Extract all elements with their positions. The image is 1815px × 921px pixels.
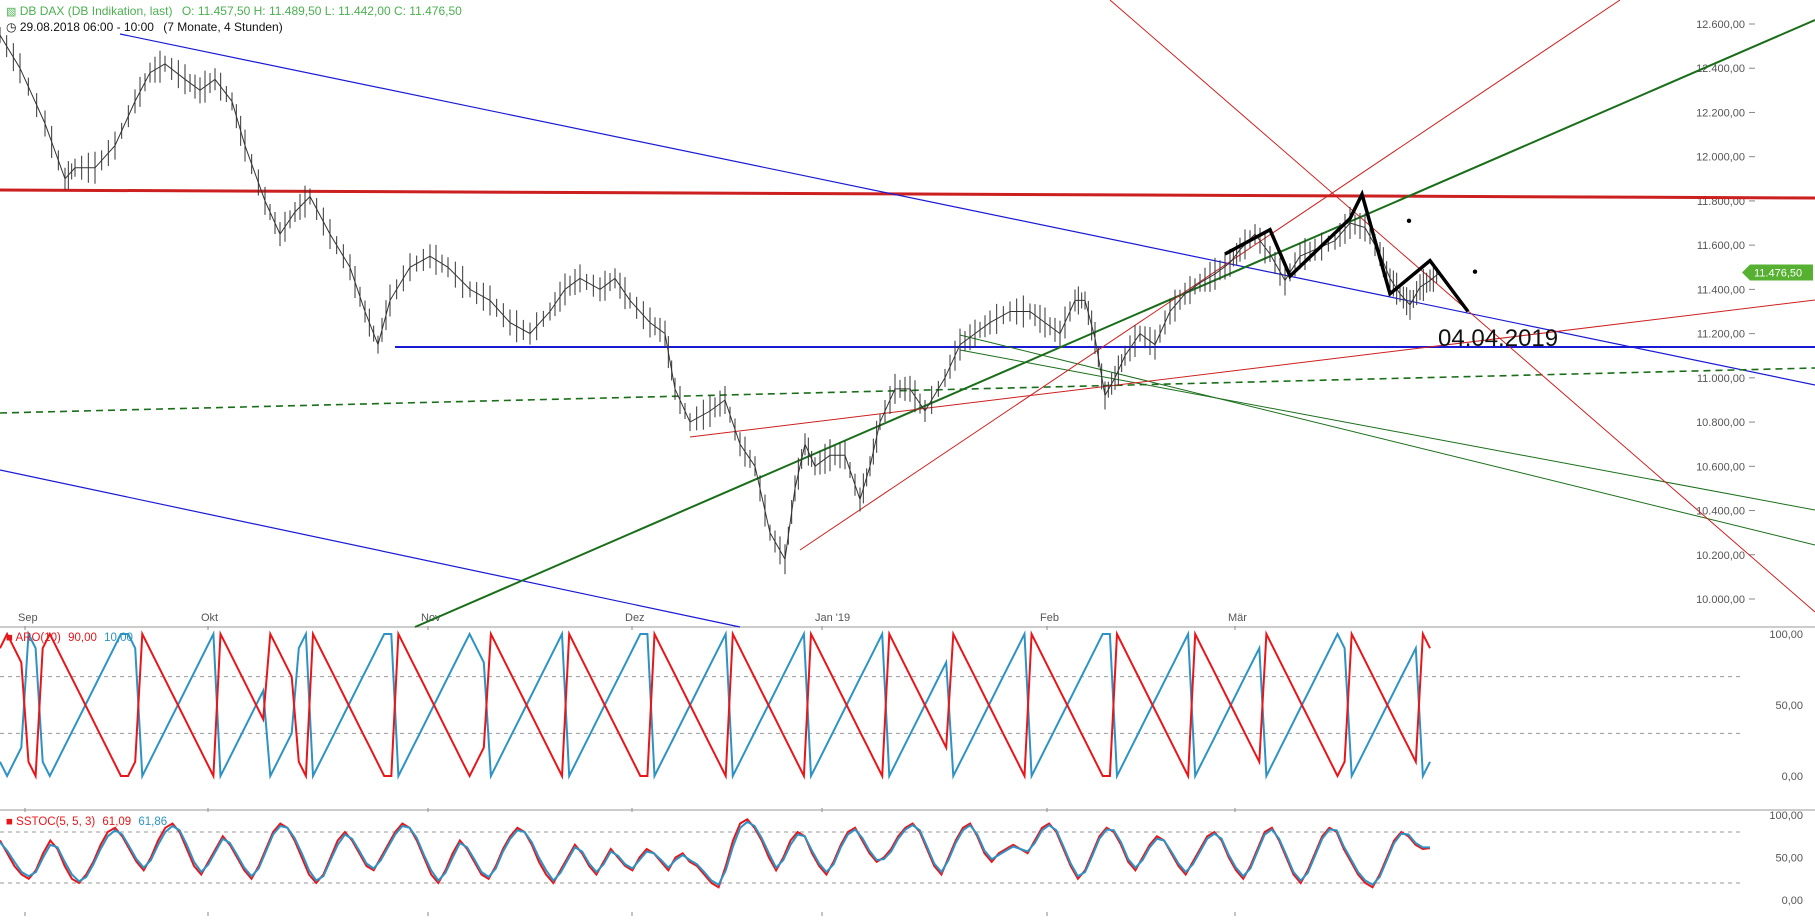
stoch-label[interactable]: SSTOC(5, 5, 3) <box>16 816 96 828</box>
aroon-down-value: 10,00 <box>104 632 133 644</box>
month-label: Feb <box>1040 612 1059 624</box>
month-label: Okt <box>201 612 218 624</box>
month-label: Sep <box>18 612 38 624</box>
price-y-tick-label: 11.200,00 <box>1697 329 1745 341</box>
price-y-tick-label: 10.400,00 <box>1696 506 1745 518</box>
clock-icon: ◷ <box>6 20 17 34</box>
trend-line <box>689 299 1815 438</box>
stoch-d-line <box>0 820 1431 887</box>
period-label: (7 Monate, 4 Stunden) <box>163 20 283 34</box>
date-range: 29.08.2018 06:00 - 10:00 <box>19 20 154 34</box>
chart-header-range: ◷ 29.08.2018 06:00 - 10:00 (7 Monate, 4 … <box>6 20 283 34</box>
aroon-up-swatch: ■ <box>6 632 13 644</box>
price-y-tick-label: 10.000,00 <box>1696 594 1745 606</box>
trend-line <box>119 33 1815 386</box>
trend-line <box>959 334 1815 546</box>
projection-dot <box>1406 218 1412 224</box>
aroon-legend: ■ ARO(10) 90,00 10,00 <box>6 632 133 644</box>
trend-line <box>414 19 1815 628</box>
aroon-y-tick-label: 0,00 <box>1782 771 1803 783</box>
projection-dot <box>1472 269 1478 274</box>
price-y-tick-label: 10.600,00 <box>1696 461 1745 473</box>
aroon-label[interactable]: ARO(10) <box>15 632 61 644</box>
aroon-up-line <box>0 630 1431 780</box>
stoch-swatch: ■ <box>6 816 13 828</box>
last-price-badge <box>1742 264 1813 281</box>
price-y-tick-label: 12.600,00 <box>1696 19 1745 31</box>
price-y-tick-label: 10.200,00 <box>1696 550 1745 562</box>
aroon-y-tick-label: 50,00 <box>1775 700 1803 712</box>
aroon-y-tick-label: 100,00 <box>1769 629 1803 641</box>
trend-line <box>0 367 1815 414</box>
instrument-name[interactable]: DB DAX (DB Indikation, last) <box>19 4 173 18</box>
stoch-d-value: 61,86 <box>138 816 168 828</box>
month-label: Nov <box>421 612 441 624</box>
projection-zigzag <box>1224 189 1470 313</box>
price-y-tick-label: 12.000,00 <box>1696 152 1745 164</box>
price-y-tick-label: 11.000,00 <box>1697 373 1745 385</box>
price-y-tick-label: 11.400,00 <box>1697 284 1745 296</box>
stoch-y-tick-label: 100,00 <box>1769 810 1803 822</box>
month-label: Jan '19 <box>815 612 850 624</box>
chart-icon: ▧ <box>6 6 17 18</box>
price-y-tick-label: 12.200,00 <box>1696 107 1745 119</box>
month-label: Dez <box>625 612 645 624</box>
stoch-y-tick-label: 50,00 <box>1775 853 1803 865</box>
ohlc-values: O: 11.457,50 H: 11.489,50 L: 11.442,00 C… <box>181 4 462 18</box>
last-price-label: 11.476,50 <box>1754 267 1802 279</box>
stoch-y-tick-label: 0,00 <box>1782 895 1803 907</box>
annotation-date: 04.04.2019 <box>1438 325 1558 352</box>
price-series-line <box>0 34 1441 561</box>
price-y-tick-label: 10.800,00 <box>1696 417 1745 429</box>
price-y-tick-label: 11.600,00 <box>1697 240 1745 252</box>
chart-header-ohlc: ▧ DB DAX (DB Indikation, last) O: 11.457… <box>6 4 462 18</box>
trend-line <box>0 469 741 628</box>
trend-line <box>0 188 1815 200</box>
stoch-legend: ■ SSTOC(5, 5, 3) 61,09 61,86 <box>6 816 167 828</box>
month-label: Mär <box>1228 612 1247 624</box>
aroon-up-value: 90,00 <box>68 632 97 644</box>
trend-line <box>959 349 1815 511</box>
stoch-k-value: 61,09 <box>102 816 132 828</box>
stoch-k-line <box>0 818 1431 889</box>
